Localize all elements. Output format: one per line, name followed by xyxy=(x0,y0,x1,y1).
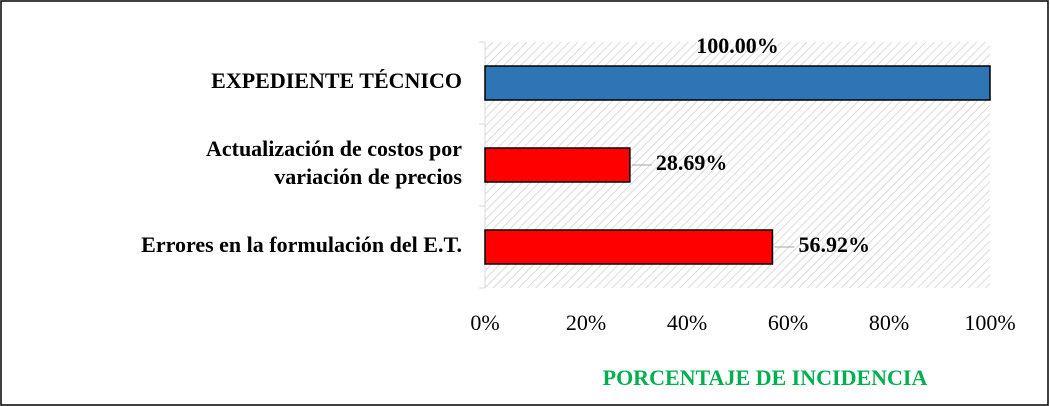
bar xyxy=(484,229,774,265)
x-axis-label: PORCENTAJE DE INCIDENCIA xyxy=(603,365,928,390)
y-tick-label: EXPEDIENTE TÉCNICO xyxy=(211,68,462,93)
value-label: 100.00% xyxy=(696,33,779,58)
x-tick-label: 40% xyxy=(667,310,707,335)
x-tick-label: 60% xyxy=(768,310,808,335)
value-label: 56.92% xyxy=(798,232,870,257)
bar xyxy=(484,65,991,101)
x-tick-label: 100% xyxy=(964,310,1015,335)
x-tick-label: 20% xyxy=(566,310,606,335)
x-tick-label: 0% xyxy=(470,310,499,335)
y-tick-label: Actualización de costos por variación de … xyxy=(206,136,462,189)
x-tick-label: 80% xyxy=(869,310,909,335)
y-tick-label: Errores en la formulación del E.T. xyxy=(141,232,462,257)
value-label: 28.69% xyxy=(656,150,728,175)
bar xyxy=(484,147,631,183)
